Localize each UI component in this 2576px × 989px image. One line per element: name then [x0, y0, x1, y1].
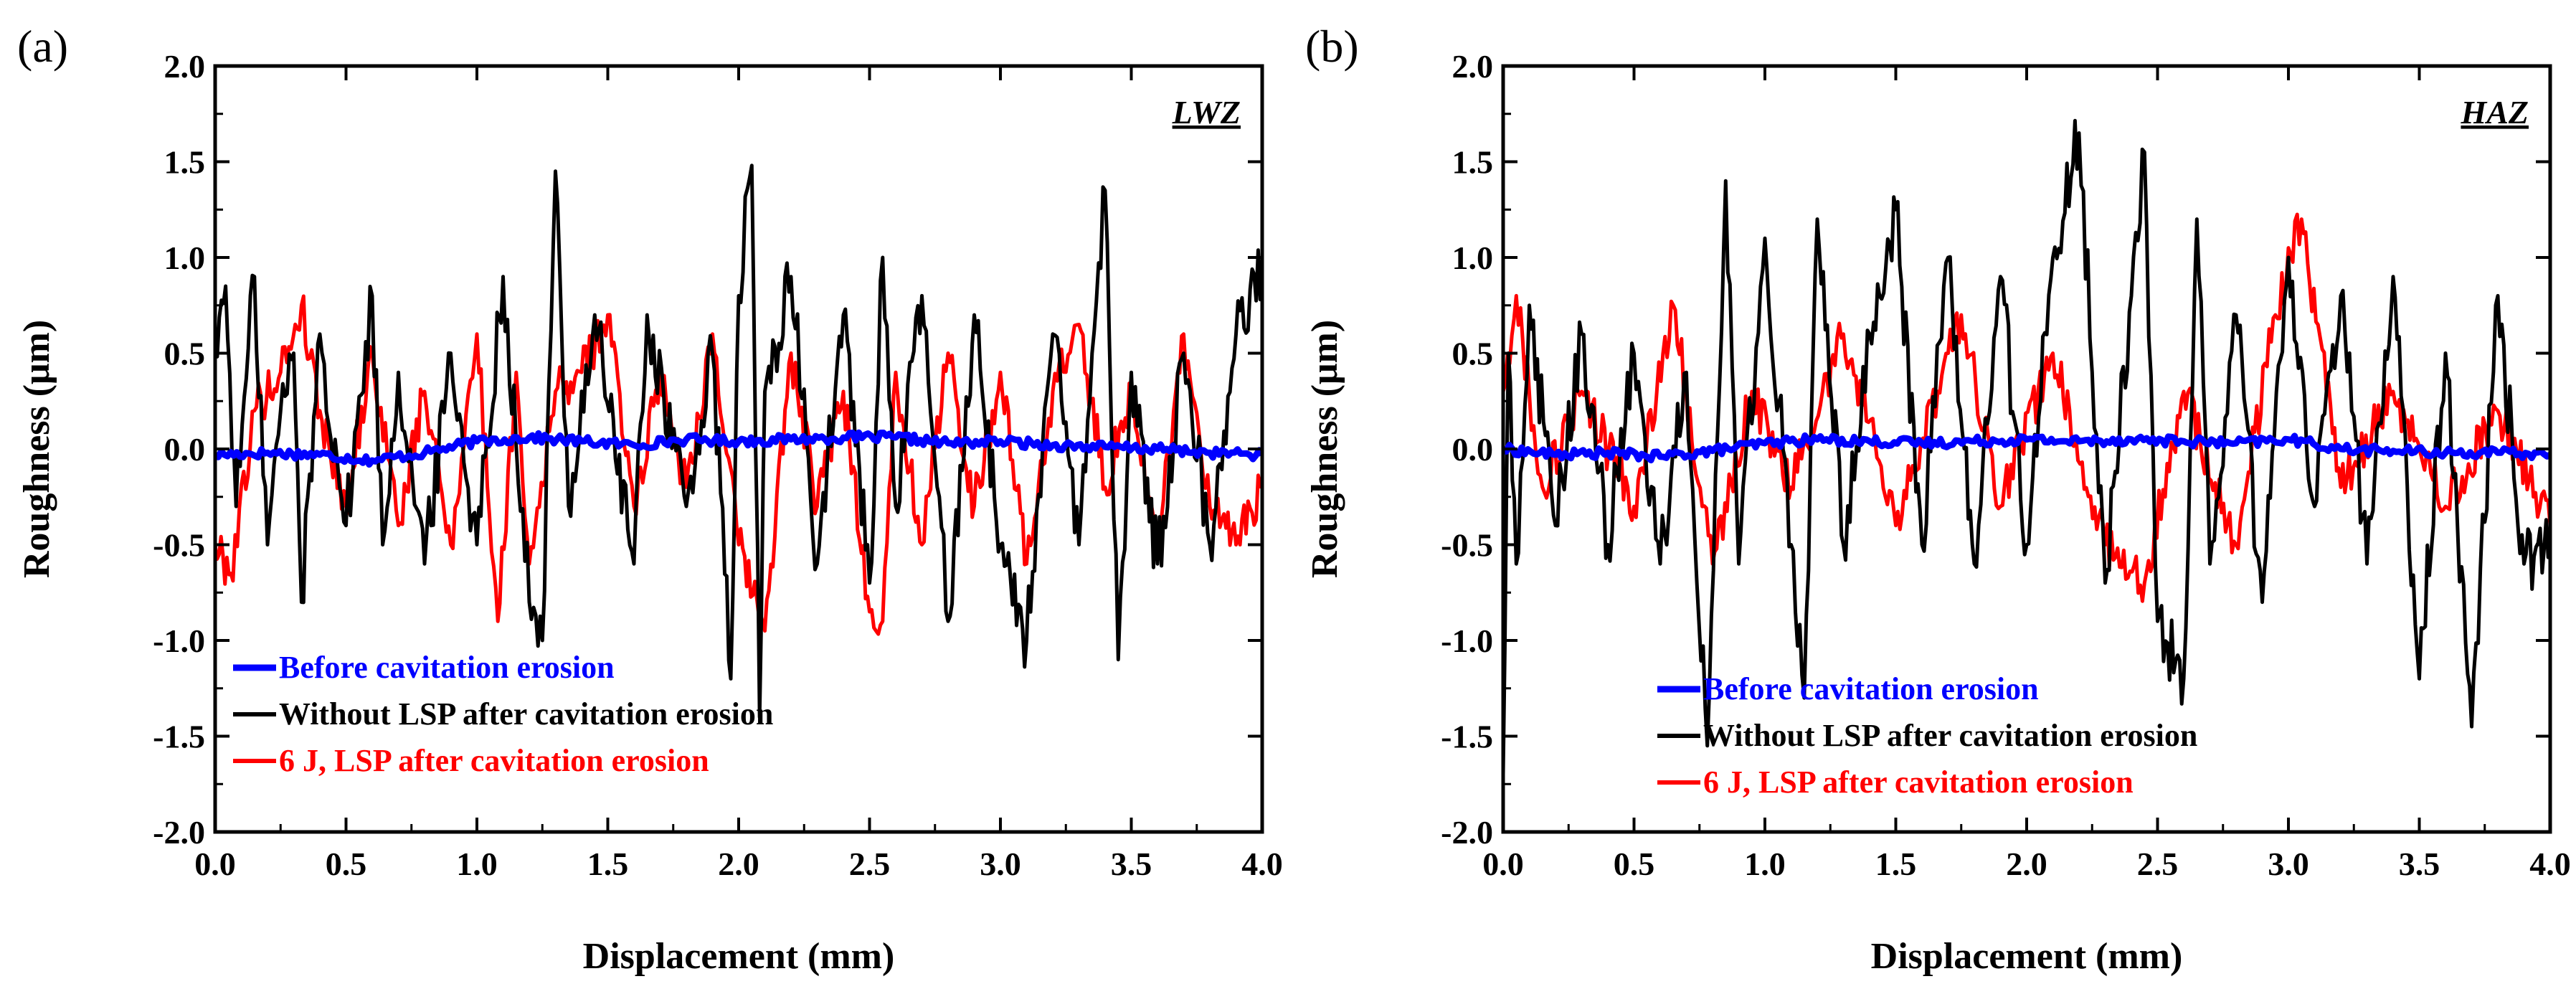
- x-tick-label: 1.0: [456, 846, 498, 882]
- series-line-before: [215, 429, 1262, 468]
- y-tick-label: -1.0: [1441, 623, 1493, 659]
- x-tick-label: 2.0: [2006, 846, 2047, 882]
- legend-label: Before cavitation erosion: [279, 650, 615, 685]
- y-tick-label: -2.0: [153, 814, 205, 851]
- x-tick-label: 3.5: [1111, 846, 1152, 882]
- legend: Before cavitation erosion Without LSP aft…: [233, 650, 773, 778]
- region-label: LWZ: [1172, 94, 1241, 131]
- y-tick-label: 1.5: [164, 144, 206, 181]
- legend: Before cavitation erosion Without LSP aft…: [1657, 671, 2197, 800]
- series-line-lsp-6j: [1503, 212, 2550, 603]
- x-tick-label: 0.0: [1482, 846, 1524, 882]
- y-tick-label: 0.5: [1452, 336, 1494, 372]
- legend-label: 6 J, LSP after cavitation erosion: [279, 743, 709, 778]
- series-line-without-lsp: [215, 164, 1262, 719]
- y-tick-label: 1.0: [1452, 240, 1494, 276]
- x-tick-label: 2.0: [718, 846, 759, 882]
- chart-panel-b: (b) 0.0 0.5 1.0 1.5 2.0 2.5 3.0 3.5 4.0 2.0 1.5 1.0 0…: [1304, 21, 2571, 977]
- y-axis-title: Roughness (μm): [1304, 320, 1345, 578]
- panel-letter: (a): [17, 21, 68, 72]
- panel-letter: (b): [1305, 21, 1359, 72]
- region-label: HAZ: [2460, 94, 2529, 131]
- y-tick-label: 0.0: [164, 431, 206, 468]
- x-tick-label: 0.0: [194, 846, 236, 882]
- y-tick-label: 2.0: [1452, 48, 1494, 85]
- series-line-without-lsp: [1503, 118, 2550, 775]
- y-tick-label: 2.0: [164, 48, 206, 85]
- x-tick-label: 4.0: [1241, 846, 1283, 882]
- x-tick-label: 0.5: [326, 846, 367, 882]
- y-tick-label: -1.0: [153, 623, 205, 659]
- y-tick-label: 1.5: [1452, 144, 1494, 181]
- x-tick-label: 1.5: [1875, 846, 1917, 882]
- x-axis-title: Displacement (mm): [1871, 936, 2183, 977]
- y-tick-label: 0.5: [164, 336, 206, 372]
- y-axis-title: Roughness (μm): [16, 320, 57, 578]
- plot-area: [215, 164, 1262, 719]
- y-tick-label: 1.0: [164, 240, 206, 276]
- y-tick-label: -0.5: [1441, 527, 1493, 564]
- series-line-before: [1503, 432, 2550, 464]
- y-tick-label: 0.0: [1452, 431, 1494, 468]
- x-tick-label: 2.5: [2137, 846, 2179, 882]
- x-tick-label: 2.5: [849, 846, 891, 882]
- y-tick-label: -0.5: [153, 527, 205, 564]
- x-tick-label: 0.5: [1614, 846, 1655, 882]
- y-tick-label: -1.5: [153, 719, 205, 755]
- x-tick-label: 1.0: [1744, 846, 1786, 882]
- x-tick-label: 3.0: [980, 846, 1021, 882]
- x-axis-title: Displacement (mm): [583, 936, 895, 977]
- y-tick-label: -1.5: [1441, 719, 1493, 755]
- x-tick-label: 1.5: [587, 846, 629, 882]
- legend-label: 6 J, LSP after cavitation erosion: [1703, 765, 2134, 800]
- x-tick-label: 4.0: [2529, 846, 2571, 882]
- legend-label: Without LSP after cavitation erosion: [279, 696, 773, 732]
- y-tick-label: -2.0: [1441, 814, 1493, 851]
- legend-label: Without LSP after cavitation erosion: [1703, 718, 2197, 753]
- plot-area: [1503, 118, 2550, 775]
- chart-panel-a: (a) 0.0 0.5 1.0 1.5 2.0 2.5 3.0 3.5 4.0 2.0 1.5 1.0 0…: [16, 21, 1283, 977]
- x-tick-label: 3.0: [2268, 846, 2309, 882]
- legend-label: Before cavitation erosion: [1703, 671, 2039, 706]
- x-tick-label: 3.5: [2399, 846, 2440, 882]
